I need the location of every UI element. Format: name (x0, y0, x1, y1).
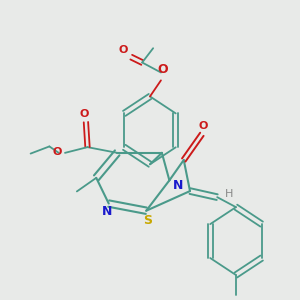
Text: O: O (157, 63, 168, 76)
Text: O: O (118, 45, 128, 56)
Text: O: O (199, 122, 208, 131)
Text: N: N (102, 206, 112, 218)
Text: N: N (172, 178, 183, 192)
Text: O: O (80, 109, 89, 118)
Text: O: O (52, 147, 62, 157)
Text: S: S (143, 214, 152, 226)
Text: H: H (225, 189, 233, 199)
